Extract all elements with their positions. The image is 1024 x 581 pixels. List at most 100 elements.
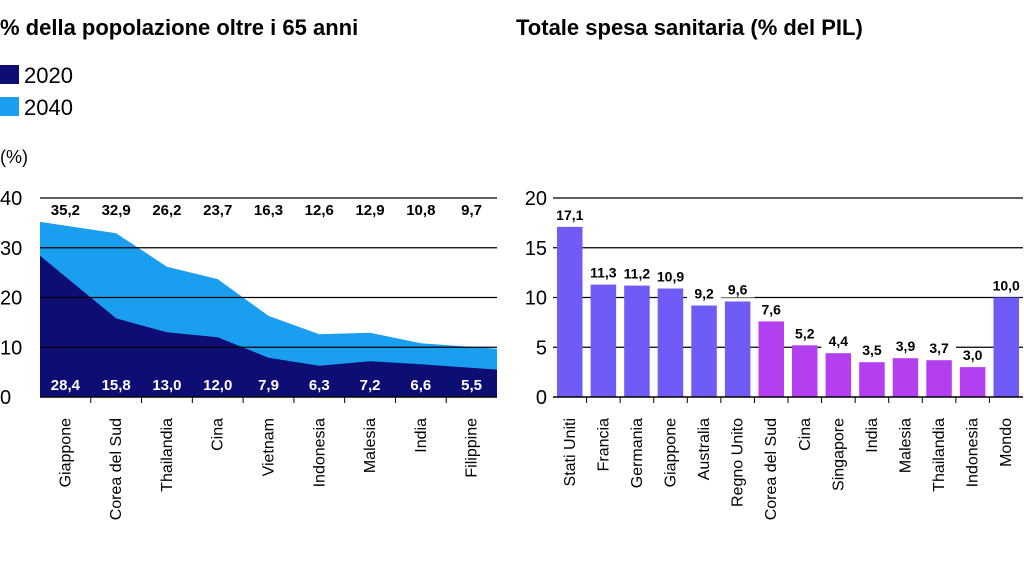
value-label-2040: 9,7 [461, 202, 482, 219]
bar-value-label: 3,7 [929, 340, 949, 356]
value-label-2020: 13,0 [152, 377, 181, 394]
value-label-2040: 12,6 [305, 202, 334, 219]
left-chart-plot: 0 10 20 30 40 Giappone 35,2 28,4 Corea del Sud 32… [0, 188, 497, 520]
left-chart-title: % della popolazione oltre i 65 anni [0, 15, 358, 40]
right-x-tick-label: Cina [797, 418, 814, 451]
right-chart-plot: 0 5 10 15 20 17,1 Stati Uniti 11,3 Francia 11,2 Ge… [525, 188, 1024, 520]
right-x-tick-label: Mondo [998, 418, 1015, 467]
right-x-tick-label: Singapore [830, 418, 847, 491]
bar [691, 305, 717, 397]
bar-label-bg [989, 278, 1024, 294]
left-y-tick-label: 10 [0, 337, 22, 359]
value-label-2040: 35,2 [51, 202, 80, 219]
left-y-tick-label: 0 [0, 387, 11, 409]
left-y-tick-label: 30 [0, 238, 22, 260]
legend-label-2020: 2020 [24, 63, 73, 88]
bar-value-label: 3,9 [896, 338, 916, 354]
bar [993, 297, 1019, 397]
bar-value-label: 9,6 [728, 281, 748, 297]
value-label-2020: 28,4 [51, 377, 81, 394]
left-x-tick-label: Giappone [57, 418, 74, 487]
bar [557, 226, 583, 397]
right-x-tick-label: Thailandia [931, 418, 948, 492]
right-chart-title: Totale spesa sanitaria (% del PIL) [516, 15, 863, 40]
bar-label-bg [955, 348, 990, 364]
bar [859, 362, 885, 397]
value-label-2040: 23,7 [203, 202, 232, 219]
bar [624, 285, 650, 397]
bar-label-bg [821, 334, 856, 350]
left-x-tick-label: Vietnam [261, 418, 278, 476]
bar-label-bg [720, 282, 755, 298]
right-x-tick-label: Germania [629, 418, 646, 488]
left-x-tick-label: Thailandia [159, 418, 176, 492]
left-x-tick-label: Cina [210, 418, 227, 451]
value-label-2040: 32,9 [102, 202, 131, 219]
value-label-2020: 12,0 [203, 377, 232, 394]
right-x-tick-label: Malesia [898, 418, 915, 473]
left-x-tick-label: Filippine [464, 418, 481, 478]
bar-value-label: 5,2 [795, 325, 815, 341]
value-label-2020: 5,5 [461, 377, 482, 394]
bar [758, 321, 784, 397]
bar-label-bg [586, 265, 621, 281]
bar [825, 353, 852, 397]
bar-label-bg [888, 339, 923, 355]
right-x-tick-label: Regno Unito [730, 418, 747, 507]
value-label-2040: 10,8 [406, 202, 435, 219]
right-x-tick-label: Stati Uniti [562, 418, 579, 486]
right-y-tick-label: 10 [525, 288, 547, 310]
bar-label-bg [619, 266, 654, 282]
value-label-2020: 7,9 [258, 377, 279, 394]
bar-value-label: 3,5 [862, 342, 882, 358]
area-series-2020 [40, 255, 497, 397]
bar-value-label: 11,2 [624, 266, 651, 282]
left-x-tick-label: Indonesia [311, 418, 328, 487]
right-y-tick-label: 20 [525, 188, 547, 210]
bar [926, 360, 952, 397]
value-label-2020: 6,6 [410, 377, 431, 394]
legend-label-2040: 2040 [24, 95, 73, 120]
right-x-tick-label: India [864, 418, 881, 453]
value-label-2040: 26,2 [152, 202, 181, 219]
left-x-tick-label: India [413, 418, 430, 453]
bar-value-label: 17,1 [556, 207, 583, 223]
bar [892, 358, 919, 397]
left-x-tick-label: Corea del Sud [108, 418, 125, 520]
right-x-tick-label: Indonesia [965, 418, 982, 487]
bar [959, 367, 986, 397]
right-x-tick-label: Australia [696, 418, 713, 480]
left-y-tick-label: 40 [0, 188, 22, 210]
bar [792, 345, 818, 397]
right-x-tick-label: Giappone [663, 418, 680, 487]
bar-value-label: 3,0 [963, 347, 983, 363]
right-y-tick-label: 15 [525, 238, 547, 260]
value-label-2020: 6,3 [309, 377, 330, 394]
bar-value-label: 4,4 [829, 333, 849, 349]
left-x-tick-label: Malesia [362, 418, 379, 473]
bar-value-label: 9,2 [694, 285, 714, 301]
legend-swatch-2020 [0, 65, 19, 84]
bar [590, 284, 617, 397]
bar-label-bg [754, 302, 789, 318]
bar-value-label: 10,0 [993, 278, 1020, 294]
right-y-tick-label: 5 [536, 337, 547, 359]
bar-label-bg [854, 343, 889, 359]
right-x-tick-label: Corea del Sud [763, 418, 780, 520]
bar-label-bg [653, 269, 688, 285]
bar [657, 288, 684, 397]
bar [724, 301, 751, 397]
right-x-tick-label: Francia [595, 418, 612, 471]
bar-value-label: 7,6 [761, 301, 781, 317]
value-label-2040: 16,3 [254, 202, 283, 219]
value-label-2020: 7,2 [360, 377, 381, 394]
bar-value-label: 11,3 [590, 265, 617, 281]
bar-label-bg [552, 207, 587, 223]
left-unit-label: (%) [0, 147, 28, 167]
legend-swatch-2040 [0, 97, 19, 116]
bar-label-bg [787, 326, 822, 342]
bar-label-bg [922, 341, 957, 357]
left-y-tick-label: 20 [0, 288, 22, 310]
